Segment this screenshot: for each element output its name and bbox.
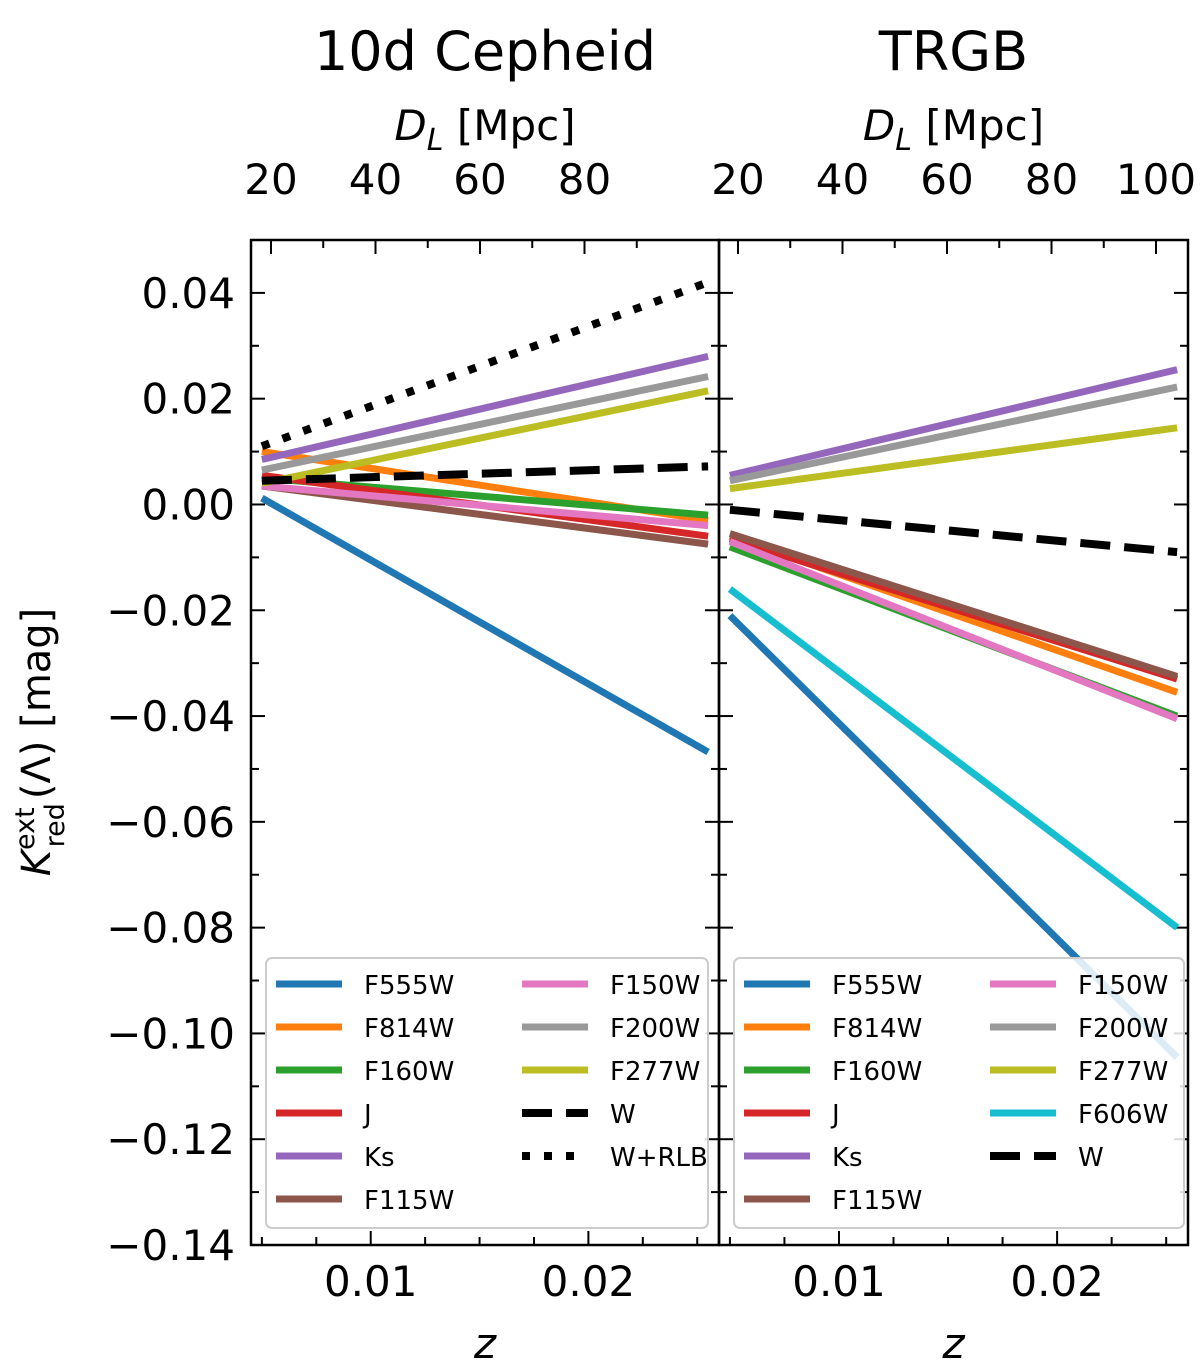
legend-label: F814W xyxy=(832,1014,922,1044)
x-axis-label: z xyxy=(473,1319,497,1366)
legend-label: F115W xyxy=(364,1186,454,1216)
top-tick-label: 40 xyxy=(349,155,402,204)
legend-label: F814W xyxy=(364,1014,454,1044)
top-tick-label: 60 xyxy=(453,155,506,204)
top-tick-label: 100 xyxy=(1116,155,1196,204)
legend-box xyxy=(733,957,1185,1229)
legend-label: F555W xyxy=(832,971,922,1001)
top-tick-label: 20 xyxy=(711,155,764,204)
y-tick-label: −0.12 xyxy=(106,1115,235,1164)
series-line-f555w xyxy=(260,495,710,756)
x-axis-label: z xyxy=(941,1319,965,1366)
top-tick-label: 80 xyxy=(1025,155,1078,204)
y-tick-label: −0.10 xyxy=(106,1009,235,1058)
series-line-w xyxy=(261,462,709,485)
legend-label: F606W xyxy=(1078,1100,1168,1130)
y-tick-label: −0.14 xyxy=(106,1221,235,1270)
shared-y-axis: 0.04 0.02 0.00 −0.02 −0.04 −0.06 −0.08 −0.10 −0.… xyxy=(10,269,235,1270)
y-tick-label: −0.06 xyxy=(106,798,235,847)
y-tick-label: 0.00 xyxy=(141,480,235,529)
legend-label: F277W xyxy=(610,1057,700,1087)
top-tick-label: 80 xyxy=(558,155,611,204)
plot-frame xyxy=(717,238,1190,1247)
series-line-f150w xyxy=(261,482,709,530)
series-line-f115w xyxy=(728,530,1179,680)
legend-box xyxy=(265,957,709,1229)
legend-label: F160W xyxy=(364,1057,454,1087)
legend-label: F150W xyxy=(610,971,700,1001)
series-line-ks xyxy=(729,366,1178,479)
y-axis-label: Kextred(Λ) [mag] xyxy=(10,608,71,877)
legend-label: F277W xyxy=(1078,1057,1168,1087)
top-tick-label: 60 xyxy=(920,155,973,204)
series-line-w-rlb xyxy=(260,278,710,451)
series-group xyxy=(260,278,710,756)
legend-label: F200W xyxy=(610,1014,700,1044)
y-tick-label: −0.04 xyxy=(106,692,235,741)
series-line-w xyxy=(729,505,1178,557)
legend-label: F200W xyxy=(1078,1014,1168,1044)
x-tick-label: 0.02 xyxy=(542,1257,636,1306)
legend-label: F150W xyxy=(1078,971,1168,1001)
y-tick-label: 0.04 xyxy=(141,269,235,318)
series-line-f277w xyxy=(729,424,1178,493)
series-line-f277w xyxy=(261,387,709,487)
legend-label: F160W xyxy=(832,1057,922,1087)
top-axis-label: DL [Mpc] xyxy=(394,101,575,158)
x-tick-label: 0.01 xyxy=(324,1257,418,1306)
legend-label: W xyxy=(1078,1143,1104,1173)
series-line-f150w xyxy=(728,538,1179,722)
chart-title: TRGB xyxy=(878,20,1028,83)
series-line-f606w xyxy=(727,586,1180,931)
series-line-ks xyxy=(261,352,709,463)
x-tick-label: 0.02 xyxy=(1010,1257,1104,1306)
panel-trgb: TRGB DL [Mpc] 20 40 60 80 100 0.01 0.02 z F555W F81… xyxy=(711,20,1196,1366)
panel-cepheid: 10d Cepheid DL [Mpc] 20 40 60 80 0.01 0.02 z F555… xyxy=(244,20,721,1366)
y-tick-label: −0.02 xyxy=(106,586,235,635)
y-tick-label: −0.08 xyxy=(106,904,235,953)
series-line-f200w xyxy=(729,383,1178,485)
legend-label: Ks xyxy=(364,1143,395,1173)
y-tick-label: 0.02 xyxy=(141,375,235,424)
x-tick-label: 0.01 xyxy=(792,1257,886,1306)
top-tick-label: 20 xyxy=(244,155,297,204)
legend-label: J xyxy=(830,1100,840,1130)
series-line-f200w xyxy=(261,373,709,474)
legend-label: J xyxy=(362,1100,372,1130)
legend-label: F115W xyxy=(832,1186,922,1216)
chart-title: 10d Cepheid xyxy=(314,20,656,83)
top-axis-label: DL [Mpc] xyxy=(863,101,1044,158)
series-group xyxy=(727,366,1180,1060)
legend-label: F555W xyxy=(364,971,454,1001)
legend-label: W+RLB xyxy=(610,1143,708,1173)
legend-label: W xyxy=(610,1100,636,1130)
top-tick-label: 40 xyxy=(816,155,869,204)
legend-label: Ks xyxy=(832,1143,863,1173)
